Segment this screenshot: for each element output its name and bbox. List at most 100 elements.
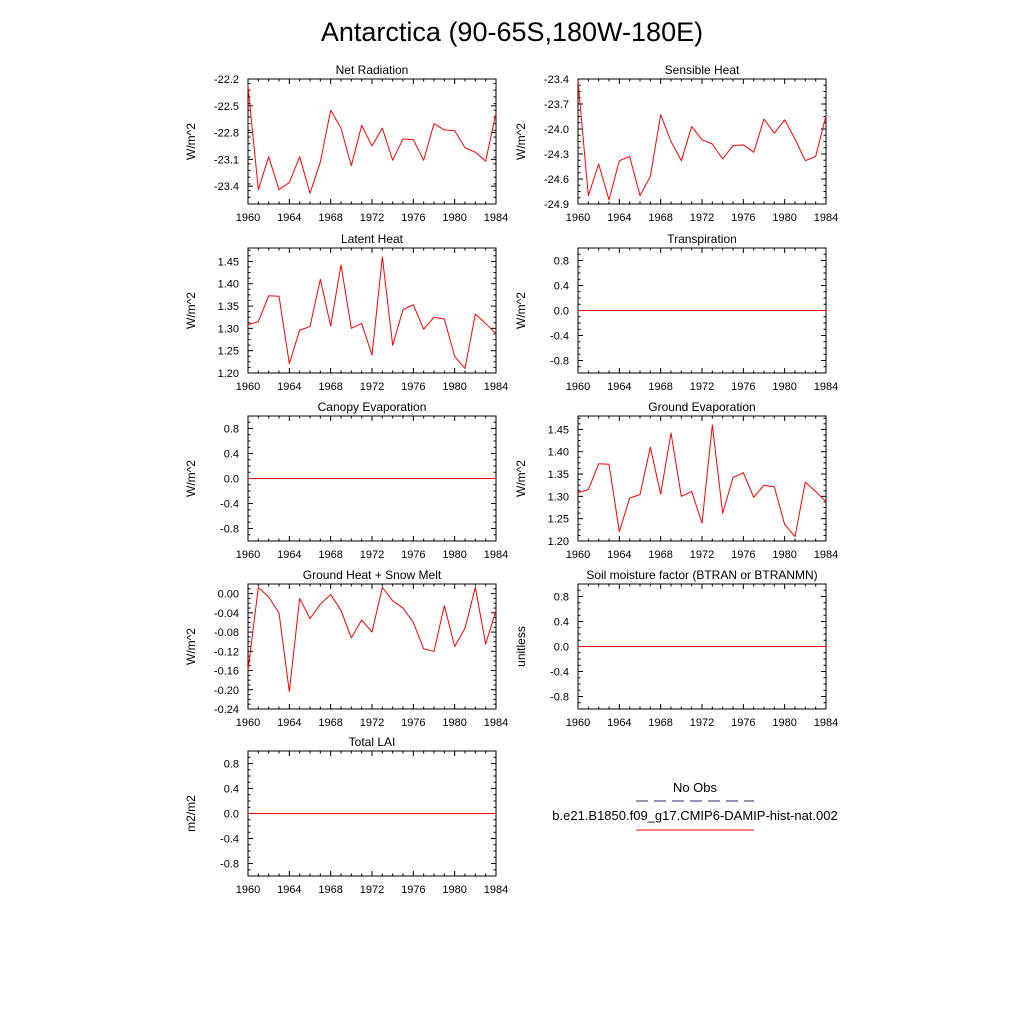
y-tick-label: -0.8 [220, 524, 239, 536]
y-tick-label: -0.8 [550, 692, 569, 704]
x-tick-label: 1964 [277, 717, 301, 729]
y-tick-label: 0.0 [554, 306, 569, 318]
y-tick-label: 0.8 [554, 256, 569, 268]
x-tick-label: 1980 [772, 381, 796, 393]
x-tick-label: 1972 [690, 549, 714, 561]
series-line [577, 424, 827, 538]
legend-obs-label: No Obs [673, 780, 718, 795]
x-tick-label: 1972 [360, 212, 384, 224]
y-axis-label: W/m^2 [514, 292, 528, 329]
panel-title: Ground Heat + Snow Melt [303, 568, 442, 582]
x-tick-label: 1976 [401, 884, 425, 896]
x-tick-label: 1968 [318, 212, 342, 224]
y-axis-label: W/m^2 [184, 123, 198, 160]
y-axis-label: m2/m2 [184, 795, 198, 832]
x-tick-label: 1980 [442, 717, 466, 729]
x-tick-label: 1972 [690, 717, 714, 729]
y-tick-label: -24.0 [544, 124, 569, 136]
y-tick-label: 0.0 [554, 642, 569, 654]
x-tick-label: 1968 [318, 549, 342, 561]
y-tick-label: -24.9 [544, 199, 569, 211]
x-tick-label: 1984 [814, 717, 838, 729]
x-tick-label: 1980 [772, 717, 796, 729]
x-tick-label: 1964 [277, 212, 301, 224]
panel-1: Net Radiation W/m^2 1960 1964 1968 1972 1976 19… [184, 63, 508, 224]
y-tick-label: -0.4 [550, 331, 569, 343]
x-tick-label: 1984 [814, 549, 838, 561]
panel-title: Ground Evaporation [648, 400, 755, 414]
y-tick-label: 1.25 [218, 346, 239, 358]
y-tick-label: -22.8 [214, 128, 239, 140]
x-tick-label: 1976 [731, 212, 755, 224]
x-tick-label: 1968 [318, 717, 342, 729]
x-tick-label: 1960 [566, 381, 590, 393]
series-line [247, 86, 497, 194]
y-tick-label: -22.5 [214, 101, 239, 113]
y-tick-label: 1.20 [548, 536, 569, 548]
panel-4: Transpiration W/m^2 1960 1964 1968 1972 1976 19… [514, 232, 838, 393]
x-tick-label: 1964 [607, 549, 631, 561]
x-tick-label: 1976 [731, 381, 755, 393]
y-tick-label: 0.8 [224, 424, 239, 436]
x-tick-label: 1980 [772, 212, 796, 224]
x-tick-label: 1980 [442, 549, 466, 561]
x-tick-label: 1984 [484, 717, 508, 729]
x-tick-label: 1964 [277, 884, 301, 896]
panel-title: Sensible Heat [665, 63, 740, 77]
x-tick-label: 1960 [236, 884, 260, 896]
panel-title: Net Radiation [336, 63, 409, 77]
y-tick-label: 0.8 [554, 592, 569, 604]
x-tick-label: 1972 [360, 549, 384, 561]
y-tick-label: 1.30 [218, 323, 239, 335]
y-tick-label: 1.40 [548, 447, 569, 459]
x-tick-label: 1968 [648, 717, 672, 729]
x-tick-label: 1960 [566, 212, 590, 224]
y-tick-label: 0.4 [224, 449, 239, 461]
panel-6: Ground Evaporation W/m^2 1960 1964 1968 1972 1… [514, 400, 838, 561]
y-tick-label: 1.40 [218, 279, 239, 291]
x-tick-label: 1964 [607, 212, 631, 224]
y-axis-label: W/m^2 [184, 292, 198, 329]
panels: Net Radiation W/m^2 1960 1964 1968 1972 1976 19… [184, 63, 838, 896]
y-tick-label: -0.4 [220, 834, 239, 846]
panel-5: Canopy Evaporation W/m^2 1960 1964 1968 1972 1… [184, 400, 508, 561]
y-tick-label: 1.35 [218, 301, 239, 313]
panel-8: Soil moisture factor (BTRAN or BTRANMN) u… [514, 568, 838, 729]
x-tick-label: 1972 [690, 381, 714, 393]
x-tick-label: 1960 [236, 717, 260, 729]
x-tick-label: 1980 [442, 381, 466, 393]
x-tick-label: 1964 [277, 381, 301, 393]
y-tick-label: -0.8 [550, 356, 569, 368]
x-tick-label: 1980 [772, 549, 796, 561]
x-tick-label: 1960 [566, 549, 590, 561]
x-tick-label: 1976 [731, 717, 755, 729]
y-tick-label: -24.6 [544, 174, 569, 186]
y-tick-label: -23.4 [214, 181, 239, 193]
y-tick-label: 0.8 [224, 759, 239, 771]
x-tick-label: 1972 [360, 381, 384, 393]
y-tick-label: -0.08 [214, 627, 239, 639]
series-line [247, 586, 497, 693]
y-tick-label: -0.16 [214, 666, 239, 678]
panel-title: Transpiration [667, 232, 737, 246]
x-tick-label: 1960 [566, 717, 590, 729]
y-tick-label: -0.24 [214, 704, 239, 716]
plot-frame [577, 78, 827, 205]
x-tick-label: 1964 [277, 549, 301, 561]
y-tick-label: -0.04 [214, 608, 239, 620]
panel-title: Soil moisture factor (BTRAN or BTRANMN) [586, 568, 817, 582]
series-line [247, 256, 497, 370]
legend: No Obs b.e21.B1850.f09_g17.CMIP6-DAMIP-h… [552, 780, 838, 831]
panel-title: Total LAI [349, 735, 396, 749]
y-tick-label: 0.4 [554, 281, 569, 293]
x-tick-label: 1976 [401, 549, 425, 561]
page-title: Antarctica (90-65S,180W-180E) [321, 17, 703, 47]
y-tick-label: 0.0 [224, 809, 239, 821]
x-tick-label: 1968 [318, 381, 342, 393]
plot-frame [247, 583, 497, 710]
x-tick-label: 1972 [690, 212, 714, 224]
y-tick-label: -0.4 [220, 499, 239, 511]
y-tick-label: -0.20 [214, 685, 239, 697]
y-tick-label: 1.20 [218, 368, 239, 380]
